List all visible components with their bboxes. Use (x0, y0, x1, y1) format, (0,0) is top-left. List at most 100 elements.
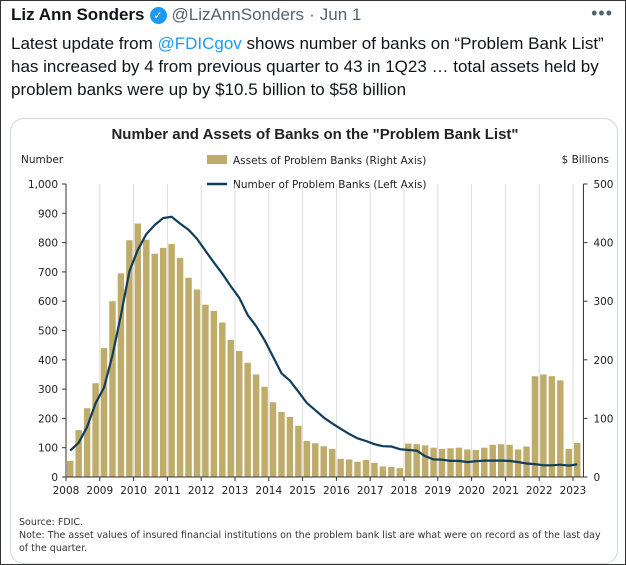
x-tick-label: 2011 (154, 485, 181, 497)
asset-bar (168, 244, 175, 477)
verified-badge-icon: ✓ (149, 6, 167, 24)
asset-bar (303, 440, 311, 477)
x-tick-label: 2012 (188, 485, 215, 497)
chart: Number and Assets of Banks on the "Probl… (21, 126, 613, 497)
chart-note: Note: The asset values of insured financ… (19, 530, 601, 554)
separator: · (309, 5, 315, 24)
author-handle[interactable]: @LizAnnSonders (171, 5, 305, 24)
asset-bar (379, 466, 387, 477)
asset-bar (354, 461, 361, 477)
legend-bars: Assets of Problem Banks (Right Axis) (233, 155, 426, 167)
asset-bar (312, 443, 319, 477)
asset-bar (565, 448, 572, 477)
chart-source: Source: FDIC. (19, 517, 84, 528)
x-tick-label: 2019 (424, 485, 451, 497)
y-left-tick-label: 200 (38, 413, 58, 425)
asset-bar (421, 445, 429, 477)
chart-title: Number and Assets of Banks on the "Probl… (111, 126, 518, 143)
asset-bar (100, 348, 108, 477)
left-axis-label: Number (21, 154, 64, 166)
y-left-tick-label: 800 (38, 238, 58, 250)
asset-bar (481, 447, 488, 477)
asset-bar (548, 376, 556, 477)
y-right-tick-label: 100 (593, 413, 613, 425)
number-line (69, 215, 578, 467)
asset-bar (472, 450, 480, 477)
legend-line: Number of Problem Banks (Left Axis) (233, 179, 427, 191)
y-left-tick-label: 500 (38, 326, 58, 338)
asset-bar (236, 351, 243, 477)
x-tick-label: 2014 (255, 485, 282, 497)
asset-bar (447, 448, 454, 477)
asset-bar (396, 468, 403, 477)
y-left-tick-label: 600 (38, 296, 58, 308)
tweet-date[interactable]: Jun 1 (319, 5, 362, 24)
chart-image[interactable]: Number and Assets of Banks on the "Probl… (10, 118, 618, 564)
asset-bar (574, 443, 581, 477)
asset-bar (159, 247, 167, 477)
asset-bar (109, 301, 116, 477)
x-tick-label: 2009 (86, 485, 113, 497)
asset-bar (362, 460, 370, 477)
x-tick-label: 2013 (222, 485, 249, 497)
more-horizontal-icon[interactable]: ••• (591, 3, 613, 23)
y-left-tick-label: 700 (38, 267, 58, 279)
asset-bar (227, 339, 234, 477)
y-right-tick-label: 300 (593, 296, 613, 308)
asset-bar (286, 416, 294, 477)
legend-bar-swatch (207, 155, 227, 164)
asset-bar (540, 374, 547, 477)
y-left-tick-label: 300 (38, 384, 58, 396)
asset-bar (202, 304, 209, 477)
asset-bar (557, 380, 564, 477)
asset-bar (464, 449, 471, 477)
y-left-tick-label: 400 (38, 355, 58, 367)
asset-bar (92, 383, 99, 477)
x-tick-label: 2020 (458, 485, 485, 497)
tweet-header: Liz Ann Sonders ✓ @LizAnnSonders · Jun 1 (11, 5, 361, 25)
tweet-text: Latest update from @FDICgov shows number… (11, 32, 617, 101)
asset-bar (523, 446, 530, 477)
y-right-tick-label: 0 (593, 472, 600, 484)
x-tick-label: 2018 (391, 485, 418, 497)
asset-bar (388, 467, 395, 477)
asset-bar (295, 425, 302, 477)
asset-bar (219, 322, 226, 477)
asset-bar (261, 386, 268, 477)
asset-bar (252, 374, 260, 477)
mention-link[interactable]: @FDICgov (157, 34, 242, 53)
right-axis-label: $ Billions (562, 154, 609, 166)
y-left-tick-label: 900 (38, 208, 58, 220)
x-tick-label: 2008 (53, 485, 80, 497)
text-before: Latest update from (11, 34, 158, 53)
x-tick-label: 2023 (560, 485, 587, 497)
asset-bar (126, 240, 133, 477)
asset-bar (244, 362, 251, 477)
asset-bar (531, 376, 539, 477)
asset-bar (193, 289, 201, 477)
text-after: shows number of banks on “Problem Bank L… (11, 34, 604, 99)
asset-bar (75, 430, 82, 477)
y-right-tick-label: 400 (593, 238, 613, 250)
y-left-tick-label: 1,000 (28, 179, 58, 191)
asset-bar (320, 446, 327, 477)
asset-bar (345, 459, 353, 477)
y-right-tick-label: 200 (593, 355, 613, 367)
asset-bar (405, 443, 412, 477)
asset-bar (134, 223, 142, 477)
x-tick-label: 2017 (357, 485, 384, 497)
y-left-tick-label: 100 (38, 443, 58, 455)
x-tick-label: 2016 (323, 485, 350, 497)
y-left-tick-label: 0 (51, 472, 58, 484)
asset-bar (514, 449, 522, 477)
y-right-tick-label: 500 (593, 179, 613, 191)
asset-bar (176, 257, 184, 477)
asset-bar (185, 277, 192, 477)
asset-bar (269, 402, 277, 477)
author-name[interactable]: Liz Ann Sonders (11, 5, 145, 24)
asset-bar (371, 462, 378, 477)
asset-bar (67, 460, 74, 477)
asset-bar (143, 239, 150, 477)
asset-bar (438, 448, 446, 477)
asset-bar (337, 458, 344, 477)
